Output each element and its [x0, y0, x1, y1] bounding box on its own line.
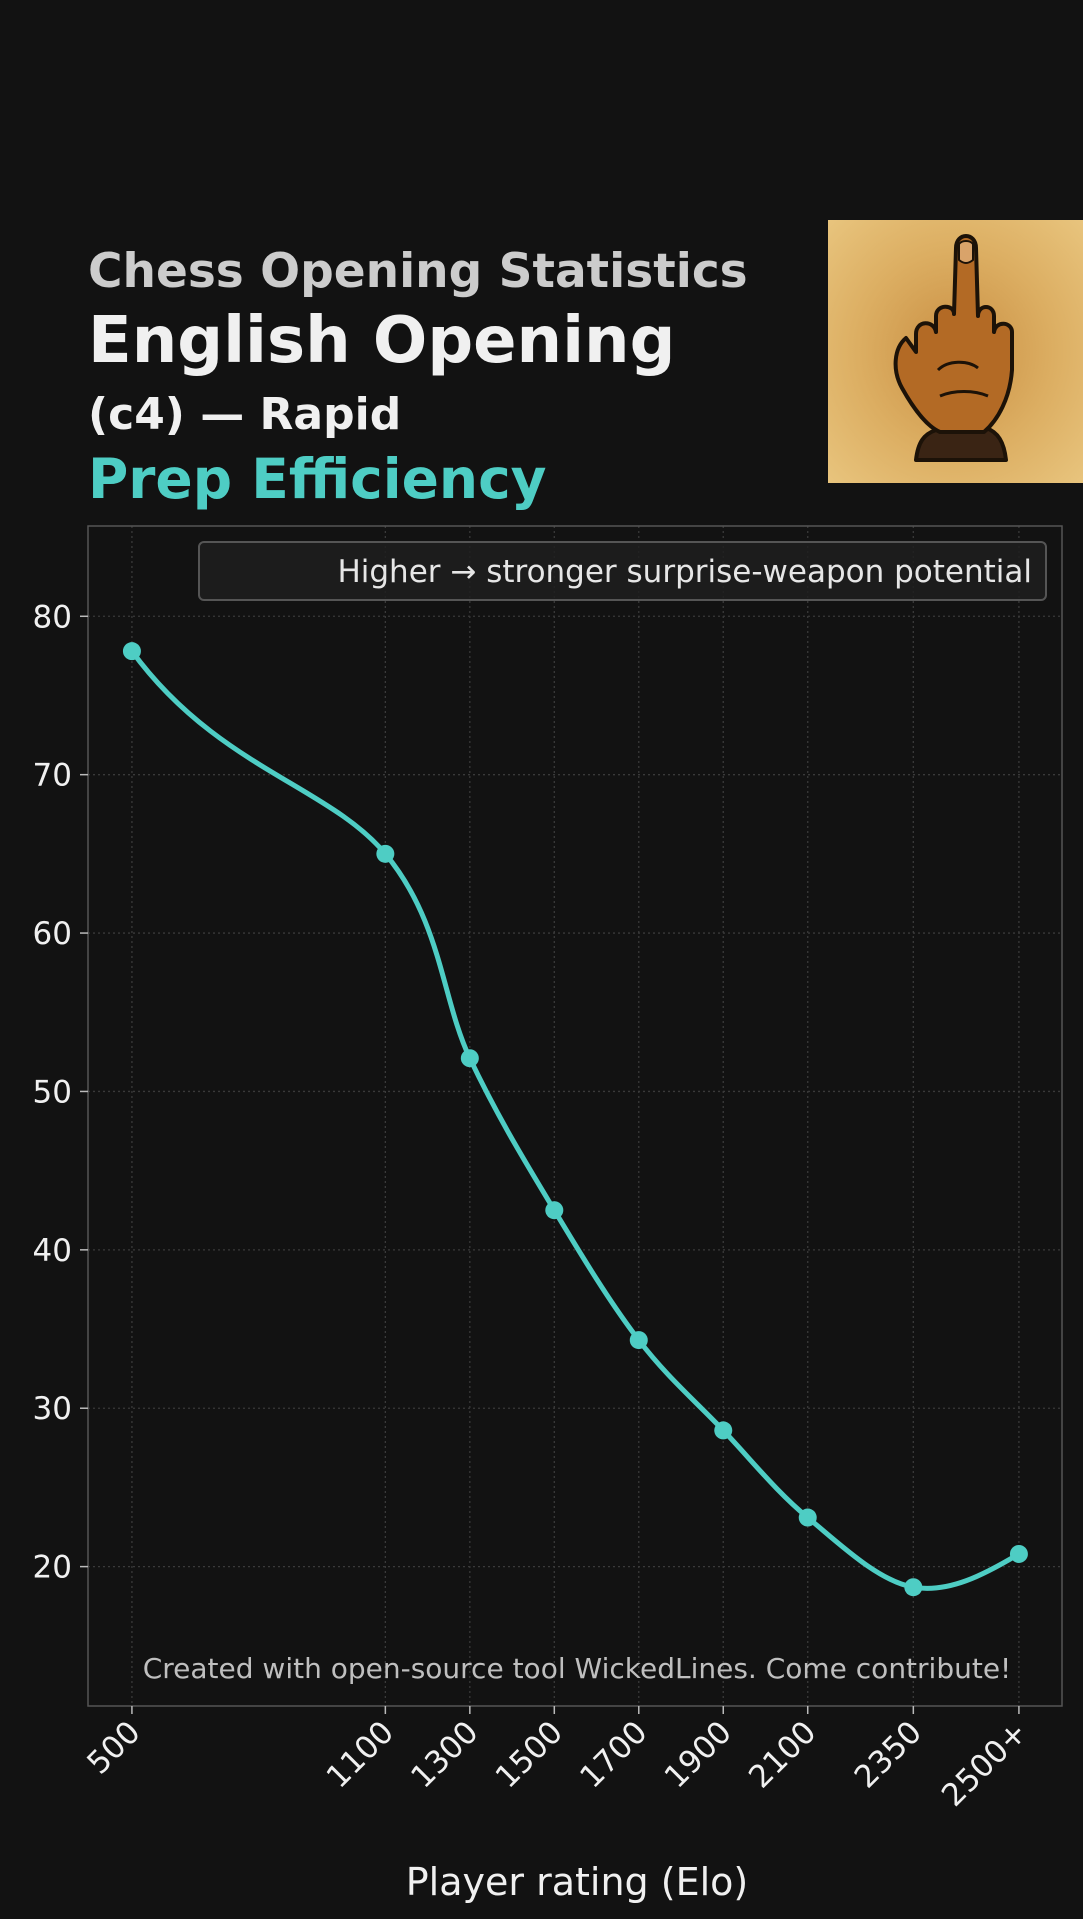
metric-title: Prep Efficiency	[88, 447, 547, 511]
x-tick-label: 1300	[404, 1714, 485, 1795]
data-point	[714, 1421, 733, 1440]
legend: Higher → stronger surprise-weapon potent…	[198, 541, 1047, 601]
data-point	[904, 1578, 923, 1597]
x-tick-label: 1700	[573, 1714, 654, 1795]
data-point	[1009, 1544, 1028, 1563]
legend-text: Higher → stronger surprise-weapon potent…	[337, 554, 1032, 590]
x-tick-label: 1500	[489, 1714, 570, 1795]
series-line	[129, 648, 1022, 1591]
legend-box	[198, 541, 1047, 601]
y-tick-label: 50	[33, 1074, 72, 1110]
y-tick-label: 70	[33, 758, 72, 794]
data-point	[629, 1331, 648, 1350]
y-tick-label: 40	[33, 1233, 72, 1269]
x-tick-label: 500	[80, 1714, 147, 1781]
x-tick-label: 2350	[848, 1714, 929, 1795]
x-axis-label: Player rating (Elo)	[406, 1860, 748, 1904]
data-point	[545, 1201, 564, 1220]
x-tick-label: 2100	[742, 1714, 823, 1795]
data-point	[122, 642, 141, 661]
title-block: Chess Opening Statistics English Opening…	[88, 248, 748, 507]
x-axis-ticks: 500 1100 1300 1500 1700 1900 2100 2350 2500+	[80, 1706, 1035, 1814]
data-point	[798, 1508, 817, 1527]
y-tick-label: 60	[33, 916, 72, 952]
supertitle: Chess Opening Statistics	[88, 244, 748, 299]
data-point	[460, 1049, 479, 1068]
data-points	[122, 642, 1028, 1597]
x-tick-label: 2500+	[935, 1714, 1035, 1814]
x-tick-label: 1900	[658, 1714, 739, 1795]
opening-subtitle: (c4) — Rapid	[88, 389, 402, 440]
gridlines	[88, 526, 1062, 1706]
opening-thumbnail	[828, 220, 1083, 483]
y-axis-ticks: 20 30 40 50 60 70 80	[33, 599, 88, 1586]
y-tick-label: 80	[33, 599, 72, 635]
middle-finger-hand-icon	[828, 220, 1083, 483]
y-tick-label: 30	[33, 1391, 72, 1427]
footer-note: Created with open-source tool WickedLine…	[143, 1652, 1012, 1685]
y-tick-label: 20	[33, 1550, 72, 1586]
plot-frame	[87, 525, 1063, 1707]
data-point	[376, 844, 395, 863]
x-tick-label: 1100	[320, 1714, 401, 1795]
opening-title: English Opening	[88, 304, 676, 378]
